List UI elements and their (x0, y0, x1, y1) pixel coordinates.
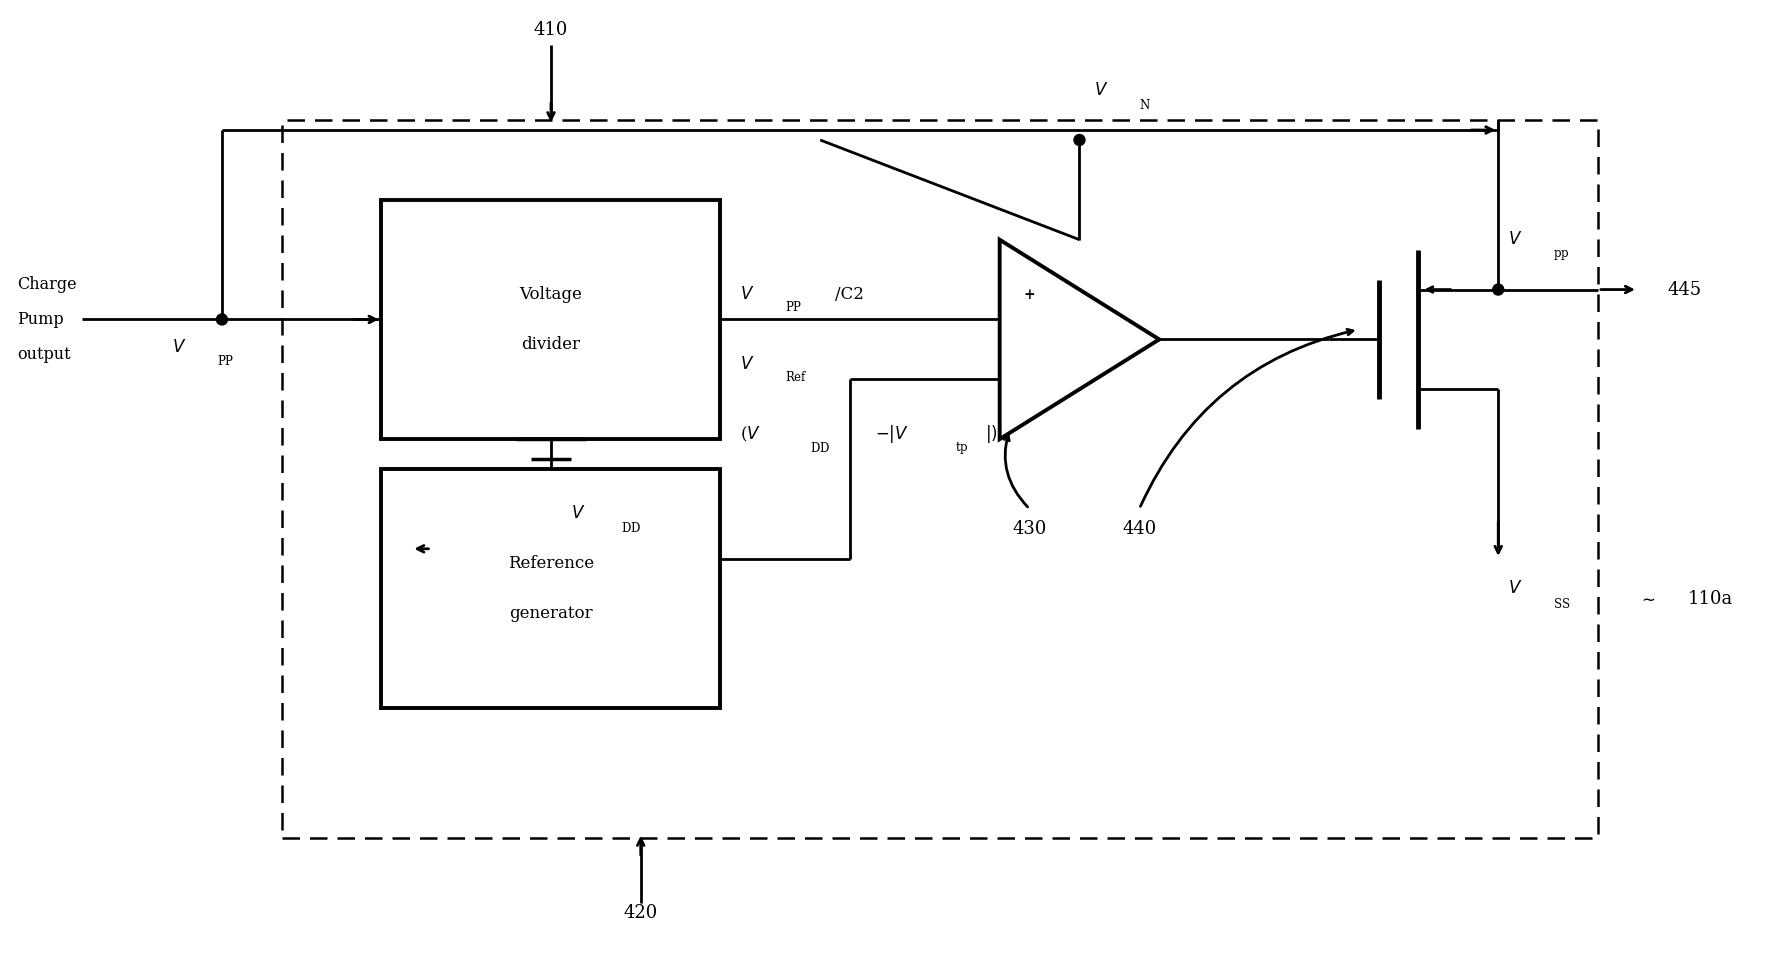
Text: +: + (1023, 288, 1035, 301)
Text: $\mathregular{DD}$: $\mathregular{DD}$ (809, 441, 830, 456)
Text: generator: generator (510, 605, 592, 622)
Text: $\mathregular{N}$: $\mathregular{N}$ (1139, 98, 1151, 112)
Circle shape (1492, 284, 1502, 295)
Text: $\mathit{V}$: $\mathit{V}$ (740, 286, 754, 303)
Text: Pump: Pump (18, 311, 64, 328)
Text: 445: 445 (1666, 281, 1700, 298)
Text: $\sim$: $\sim$ (1638, 590, 1654, 608)
Text: 430: 430 (1012, 520, 1046, 538)
Text: Voltage: Voltage (519, 286, 583, 303)
Text: $\mathit{V}$: $\mathit{V}$ (1508, 231, 1522, 248)
Text: $|)$: $|)$ (984, 423, 996, 445)
Text: $\mathit{V}$: $\mathit{V}$ (173, 339, 187, 356)
Text: $\mathregular{PP}$: $\mathregular{PP}$ (784, 300, 802, 315)
Text: 410: 410 (533, 21, 568, 39)
Text: 420: 420 (624, 903, 658, 922)
Circle shape (1073, 134, 1083, 146)
Text: output: output (18, 346, 71, 363)
Text: $\mathregular{PP}$: $\mathregular{PP}$ (217, 354, 233, 368)
Text: $\mathit{V}$: $\mathit{V}$ (570, 505, 584, 523)
Text: 110a: 110a (1688, 590, 1732, 608)
Text: Charge: Charge (18, 276, 77, 293)
Text: /C2: /C2 (834, 286, 864, 303)
Text: divider: divider (520, 336, 581, 353)
Text: $\mathregular{tp}$: $\mathregular{tp}$ (955, 440, 968, 456)
Text: $\mathit{V}$: $\mathit{V}$ (1094, 82, 1108, 99)
Text: $\mathregular{DD}$: $\mathregular{DD}$ (620, 521, 640, 535)
Text: $\mathit{V}$: $\mathit{V}$ (1508, 580, 1522, 597)
Text: Reference: Reference (508, 555, 593, 573)
Text: $\mathregular{pp}$: $\mathregular{pp}$ (1552, 247, 1568, 262)
Text: ($\mathit{V}$: ($\mathit{V}$ (740, 425, 761, 444)
Text: $\mathregular{Ref}$: $\mathregular{Ref}$ (784, 370, 807, 385)
Text: $\mathit{V}$: $\mathit{V}$ (740, 356, 754, 373)
Circle shape (216, 314, 228, 325)
Text: $\mathregular{SS}$: $\mathregular{SS}$ (1552, 596, 1570, 611)
Text: $-|\mathit{V}$: $-|\mathit{V}$ (875, 423, 909, 445)
Text: 440: 440 (1121, 520, 1157, 538)
